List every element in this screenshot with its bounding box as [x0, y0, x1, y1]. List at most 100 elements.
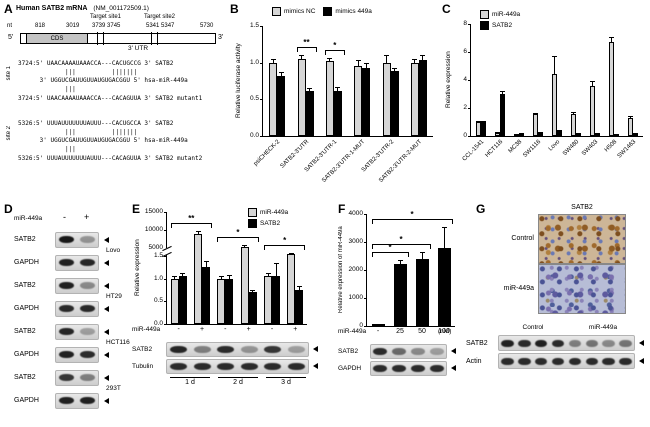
legend-label: miR-449a: [492, 11, 521, 18]
error-bar: [499, 90, 505, 95]
legend-item: miR-449a: [480, 10, 520, 19]
error-bar: [218, 275, 224, 279]
protein-label: SATB2: [466, 339, 488, 347]
protein-label: SATB2: [14, 282, 36, 289]
blot-lane: [533, 336, 550, 350]
y-tick-label: 0.5: [153, 297, 163, 305]
error-bar: [397, 259, 403, 265]
blot-lane: [167, 343, 191, 356]
plot-area: 0 1000 2000 3000 4000 - 25 50 100 * * *: [349, 210, 455, 335]
error-bar: [203, 260, 209, 268]
blot-lane: [167, 360, 191, 373]
blot-lane: [56, 348, 77, 362]
panel-a: A Human SATB2 mRNA (NM_001172509.1) nt T…: [2, 2, 228, 202]
error-bar: [557, 130, 562, 132]
panel-label-b: B: [230, 2, 239, 16]
bar-mir-449a: [240, 247, 249, 324]
error-bar: [614, 133, 620, 135]
panel-b: B mimics NC mimics 449a Relative lucifera…: [228, 2, 440, 202]
y-tick-label: 0.0: [249, 132, 259, 139]
error-bar: [195, 231, 201, 235]
protein-band: [619, 339, 632, 347]
error-bar: [494, 132, 500, 134]
blot-lane: [191, 343, 215, 356]
legend-swatch: [480, 21, 489, 30]
bar-mir-449a: [437, 247, 451, 326]
blot-lane: [371, 345, 390, 358]
x-tick-label: psiCHECK-2: [253, 139, 282, 168]
protein-label: GAPDH: [338, 364, 362, 372]
x-tick-label: -: [224, 326, 227, 333]
bar-satb2: [518, 133, 524, 136]
significance-label: *: [399, 234, 403, 244]
protein-label: GAPDH: [14, 259, 39, 266]
y-tick-label: 1.0: [249, 58, 259, 66]
x-tick-label: SATB2-3'UTR-2-MUT: [378, 139, 424, 185]
bar-mimics-449a: [277, 75, 286, 136]
mir449a-axis-label: miR-449a: [338, 328, 367, 335]
protein-band: [518, 357, 531, 365]
blot-lane: [77, 325, 98, 339]
y-tick-label: 0.0: [153, 320, 163, 327]
x-tick-label: -: [270, 326, 274, 333]
bar-satb2: [576, 134, 582, 136]
target-site1-label: Target site1: [90, 14, 122, 20]
blot-lane: [567, 336, 584, 350]
site2-label: site 2: [6, 126, 12, 141]
blot-lane: [191, 360, 215, 373]
bar-mimics-449a: [333, 90, 342, 136]
blot-lane: [214, 343, 238, 356]
legend-item: miR-449a: [248, 208, 288, 217]
significance-bracket: **: [296, 38, 317, 53]
y-tick-mark: [164, 230, 167, 231]
significance-label: *: [283, 236, 287, 246]
protein-band: [217, 362, 235, 370]
bar-satb2: [499, 94, 505, 136]
blot-lane: [427, 362, 446, 375]
error-bar: [392, 67, 397, 72]
y-tick-mark: [364, 242, 367, 243]
error-bar: [628, 116, 634, 118]
error-bar: [552, 56, 557, 75]
x-tick-label: SATB2-3'UTR-1: [303, 139, 339, 174]
ihc-image-control: [538, 214, 626, 264]
blot-lane: [583, 354, 600, 368]
error-bar: [513, 133, 519, 135]
blot-lane: [550, 336, 567, 350]
significance-label: *: [388, 242, 392, 252]
blot-row-satb2: SATB2: [2, 366, 130, 389]
protein-band: [240, 362, 258, 370]
blot-row-satb2: SATB2: [2, 320, 130, 343]
y-tick-mark: [468, 80, 471, 81]
western-blot-rows: SATB2 GAPDH SATB2 GAPDH SATB2 GAPDH SATB2 GAPDH: [2, 228, 130, 412]
target-site2-label: Target site2: [144, 14, 176, 20]
band-arrowhead-icon: [104, 328, 109, 335]
western-blot-strip: [166, 341, 309, 357]
blot-header-mir449a: miR-449a: [588, 324, 618, 331]
y-tick-mark: [364, 326, 367, 327]
protein-band: [79, 236, 96, 243]
bar-mimics-449a: [418, 60, 427, 136]
blot-row-gapdh: GAPDH: [2, 343, 130, 366]
band-arrowhead-icon: [451, 365, 456, 371]
bar-mir-449a: [494, 133, 500, 136]
blot-row-gapdh: GAPDH: [2, 251, 130, 274]
protein-band: [58, 259, 75, 266]
band-arrowhead-icon: [104, 236, 109, 243]
ihc-image-mir449a: [538, 264, 626, 314]
pos-3019: 3019: [66, 23, 80, 29]
protein-band: [58, 328, 75, 335]
protein-band: [170, 362, 188, 370]
day-group-label: 1 d: [170, 377, 210, 386]
blot-header-control: Control: [522, 324, 544, 331]
western-blot-strip: [55, 254, 99, 271]
bar-mir-449a: [194, 234, 202, 324]
site1-label: site 1: [6, 66, 12, 81]
panel-label-e: E: [132, 202, 141, 216]
chart-legend: miR-449a SATB2: [248, 208, 288, 228]
legend-swatch: [248, 219, 257, 228]
mrna-title-text: Human SATB2 mRNA: [16, 5, 88, 12]
blot-lane: [285, 360, 309, 373]
band-arrowhead-icon: [104, 374, 109, 381]
x-tick-label: -: [177, 326, 180, 333]
